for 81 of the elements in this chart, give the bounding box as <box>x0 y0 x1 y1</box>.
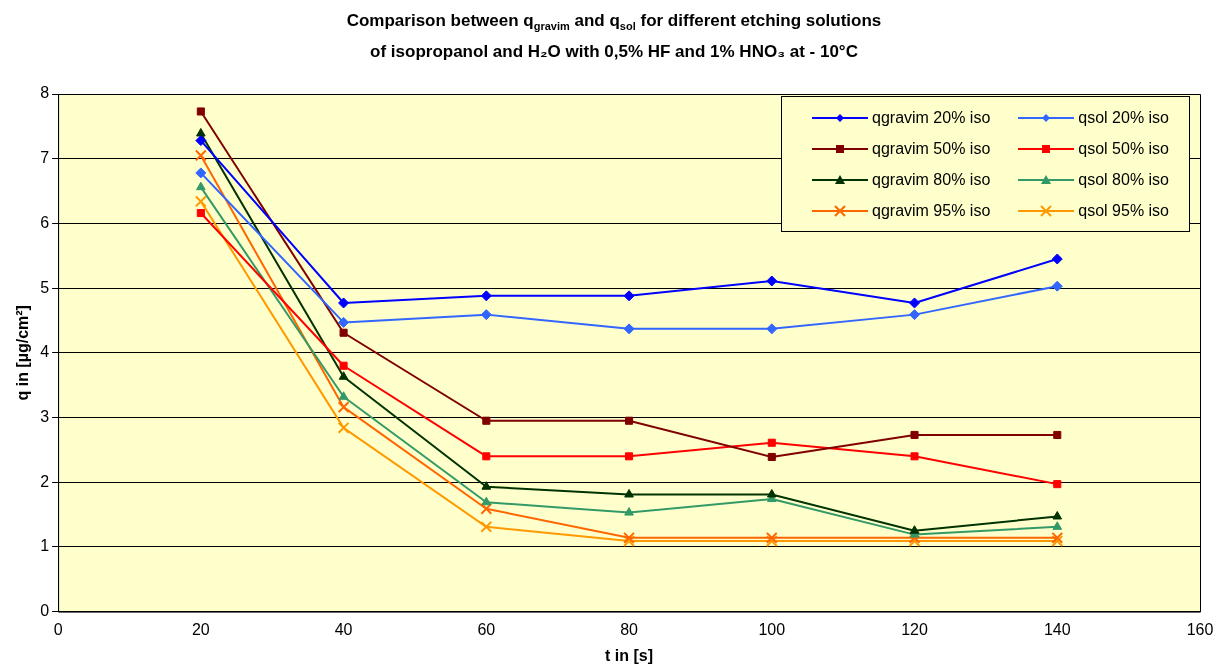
x-axis-title: t in [s] <box>605 646 654 664</box>
point <box>1052 521 1063 530</box>
y-tick-label: 6 <box>40 213 50 231</box>
point <box>765 535 778 548</box>
point <box>766 275 778 287</box>
chart-title: Comparison between q$_{gravim}$ and q$_{sol}$ for different etching solutions of isopropanol and H₂O with 0,5% HF and 1% HNO₃ at - 10°C <box>345 10 883 64</box>
point <box>1051 531 1064 544</box>
point <box>338 391 349 400</box>
point <box>196 107 205 116</box>
x-tick-label: 60 <box>477 620 496 638</box>
point <box>910 452 919 461</box>
point <box>194 149 207 162</box>
point <box>909 525 920 534</box>
point <box>337 421 350 434</box>
y-tick-label: 3 <box>40 407 50 425</box>
point <box>196 209 205 218</box>
y-tick-label: 7 <box>40 149 50 167</box>
x-tick-label: 80 <box>620 620 639 638</box>
x-tick-label: 140 <box>1043 620 1071 638</box>
y-tick-label: 1 <box>40 537 50 555</box>
y-tick-label: 5 <box>40 278 50 296</box>
legend-label: qgravim 80% iso <box>872 170 991 189</box>
legend-label: qsol 80% iso <box>1078 170 1169 189</box>
point <box>481 496 492 506</box>
x-tick-label: 0 <box>53 620 63 638</box>
point <box>1053 430 1062 440</box>
point <box>480 520 493 533</box>
point <box>625 416 634 425</box>
point <box>624 488 634 498</box>
point <box>337 401 350 414</box>
point <box>195 135 207 147</box>
point <box>482 452 491 461</box>
point <box>1053 480 1062 489</box>
x-tick-label: 100 <box>758 620 786 638</box>
point <box>1052 510 1063 520</box>
x-tick-label: 40 <box>334 620 353 638</box>
point <box>624 507 634 516</box>
point <box>910 430 919 440</box>
point <box>480 502 493 515</box>
point <box>767 438 776 447</box>
point <box>480 309 492 321</box>
legend-label: qgravim 95% iso <box>872 201 991 220</box>
legend-label: qgravim 50% iso <box>872 139 991 158</box>
point <box>766 323 778 335</box>
legend-label: qsol 50% iso <box>1078 139 1169 158</box>
x-tick-label: 120 <box>901 620 928 638</box>
point <box>339 361 348 370</box>
point <box>623 290 635 302</box>
point <box>196 181 206 191</box>
point <box>623 535 635 548</box>
point <box>338 316 350 328</box>
legend-label: qsol 20% iso <box>1078 108 1169 127</box>
legend-label: qsol 95% iso <box>1078 201 1169 220</box>
point <box>623 323 635 335</box>
point <box>625 452 634 461</box>
point <box>482 416 491 425</box>
point <box>1051 280 1063 292</box>
point <box>1051 535 1064 548</box>
point <box>1051 253 1063 265</box>
point <box>338 297 350 309</box>
point <box>338 371 349 380</box>
x-tick-label: 160 <box>1186 620 1214 638</box>
point <box>195 167 207 179</box>
y-tick-label: 4 <box>40 343 50 361</box>
legend-label: qgravim 20% iso <box>872 108 991 127</box>
x-tick-label: 20 <box>191 620 210 638</box>
y-tick-label: 0 <box>40 602 50 620</box>
point <box>765 531 778 544</box>
y-tick-label: 8 <box>40 84 50 102</box>
point <box>909 297 921 309</box>
point <box>766 488 777 498</box>
point <box>196 127 206 137</box>
point <box>481 481 492 490</box>
point <box>909 309 921 321</box>
point <box>194 195 207 208</box>
point <box>767 452 776 461</box>
point <box>339 328 348 337</box>
point <box>623 531 635 544</box>
point <box>908 535 921 548</box>
y-tick-label: 2 <box>40 472 50 490</box>
y-axis-title: q in [µg/cm²] <box>14 305 32 401</box>
